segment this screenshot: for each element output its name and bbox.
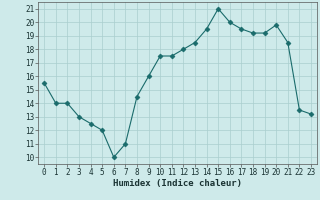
X-axis label: Humidex (Indice chaleur): Humidex (Indice chaleur) — [113, 179, 242, 188]
